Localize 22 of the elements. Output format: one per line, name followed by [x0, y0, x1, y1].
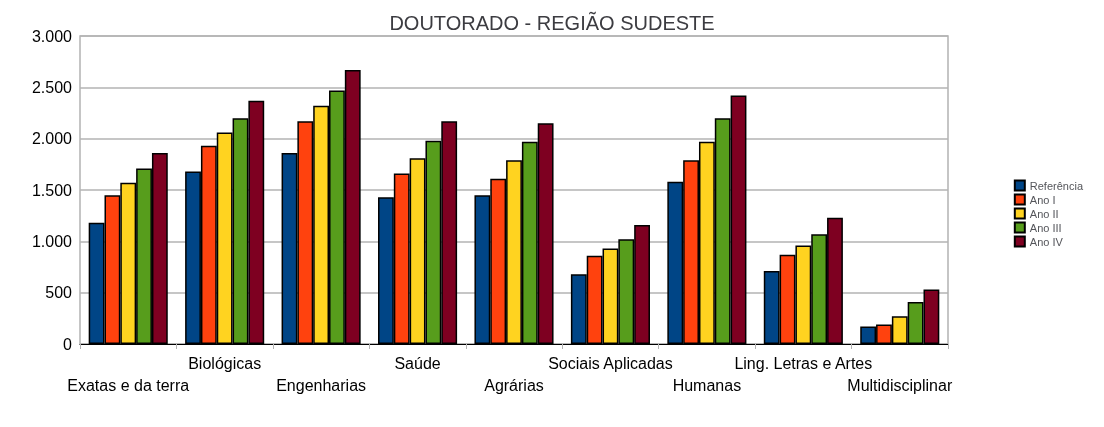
- y-tick-label: 1.500: [31, 181, 73, 199]
- legend-label: Ano II: [1029, 207, 1059, 220]
- y-tick-label: 1.000: [31, 232, 73, 250]
- legend-label: Ano IV: [1029, 235, 1064, 248]
- legend-label: Ano I: [1029, 193, 1056, 206]
- legend-label: Referência: [1029, 179, 1084, 192]
- y-tick-label: 0: [63, 335, 73, 353]
- x-tick-label: Saúde: [394, 354, 441, 372]
- x-tick-label: Ling. Letras e Artes: [734, 354, 873, 372]
- x-tick-label: Multidisciplinar: [847, 376, 953, 394]
- legend-label: Ano III: [1029, 221, 1062, 234]
- y-tick-label: 2.500: [31, 78, 73, 96]
- x-tick-label: Agrárias: [484, 376, 544, 394]
- x-tick-label: Biológicas: [188, 354, 262, 372]
- x-tick-label: Engenharias: [276, 376, 367, 394]
- y-tick-label: 500: [45, 284, 73, 302]
- chart-title: DOUTORADO - REGIÃO SUDESTE: [389, 11, 715, 34]
- x-tick-label: Exatas e da terra: [67, 376, 190, 394]
- y-tick-label: 3.000: [31, 27, 73, 45]
- x-tick-label: Humanas: [672, 376, 742, 394]
- x-tick-label: Sociais Aplicadas: [548, 354, 673, 372]
- y-tick-label: 2.000: [31, 130, 73, 148]
